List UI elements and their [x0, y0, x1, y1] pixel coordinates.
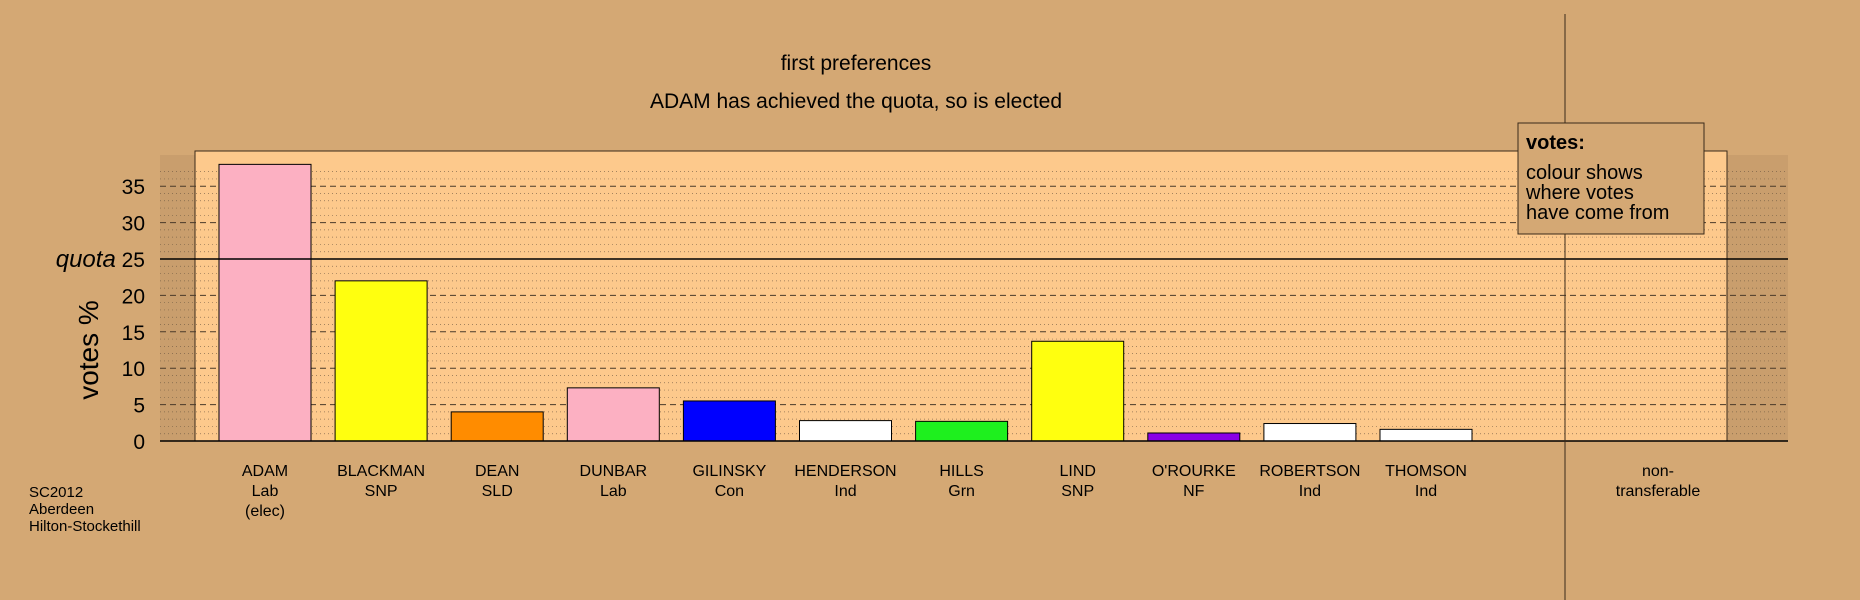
- footer-line-3: Hilton-Stockethill: [29, 518, 141, 535]
- category-label: SNP: [1061, 483, 1094, 500]
- chart-title: first preferences: [781, 52, 932, 75]
- category-label: ROBERTSON: [1259, 463, 1360, 480]
- y-tick-label: 10: [122, 358, 145, 381]
- category-label: LIND: [1059, 463, 1095, 480]
- legend-line-3: have come from: [1526, 202, 1669, 224]
- category-label: Lab: [252, 483, 279, 500]
- plot-side-left: [160, 155, 195, 441]
- bar-dean: [450, 411, 544, 442]
- category-label: Lab: [600, 483, 627, 500]
- bar-robertson: [1263, 423, 1357, 442]
- y-tick-label: 0: [133, 431, 145, 454]
- legend: votes: colour shows where votes have com…: [1517, 122, 1705, 235]
- plot-side-right: [1727, 155, 1788, 441]
- plot-area: [194, 150, 1728, 442]
- y-tick-label: 20: [122, 285, 145, 308]
- y-tick-label: 15: [122, 322, 145, 345]
- bar-thomson: [1379, 428, 1473, 442]
- bar-dunbar: [566, 387, 660, 442]
- category-label: Ind: [834, 483, 856, 500]
- y-tick-label: 35: [122, 176, 145, 199]
- category-label: O'ROURKE: [1152, 463, 1236, 480]
- y-tick-label: 5: [133, 395, 145, 418]
- bar-gilinsky: [682, 400, 776, 442]
- bar-hills: [915, 420, 1009, 442]
- bar-blackman: [334, 280, 428, 442]
- category-label: Ind: [1415, 483, 1437, 500]
- legend-line-2: where votes: [1525, 182, 1634, 204]
- bar-adam: [218, 163, 312, 442]
- category-label: HENDERSON: [794, 463, 896, 480]
- nontransferable-label: non-: [1642, 463, 1674, 480]
- footer-line-1: SC2012: [29, 484, 83, 501]
- category-label: SNP: [365, 483, 398, 500]
- bar-henderson: [799, 420, 892, 442]
- legend-title: votes:: [1526, 132, 1585, 154]
- footer-line-2: Aberdeen: [29, 501, 94, 518]
- legend-line-1: colour shows: [1526, 162, 1643, 184]
- chart-subtitle: ADAM has achieved the quota, so is elect…: [650, 90, 1062, 113]
- category-label: HILLS: [939, 463, 983, 480]
- y-axis-label: votes %: [73, 300, 104, 400]
- nontransferable-label: transferable: [1616, 483, 1701, 500]
- category-label: Grn: [948, 483, 975, 500]
- category-label: GILINSKY: [692, 463, 766, 480]
- y-tick-label-quota: quota 25: [56, 246, 145, 273]
- category-label: THOMSON: [1385, 463, 1467, 480]
- category-label: BLACKMAN: [337, 463, 425, 480]
- y-tick-label: 30: [122, 213, 145, 236]
- category-label: Con: [715, 483, 744, 500]
- category-label: ADAM: [242, 463, 288, 480]
- category-label: DEAN: [475, 463, 519, 480]
- category-label: Ind: [1299, 483, 1321, 500]
- category-label: (elec): [245, 503, 285, 520]
- category-label: NF: [1183, 483, 1205, 500]
- footer: SC2012 Aberdeen Hilton-Stockethill: [29, 484, 141, 535]
- category-label: DUNBAR: [580, 463, 648, 480]
- bar-lind: [1031, 340, 1125, 442]
- bar-orourke: [1147, 432, 1241, 442]
- legend-box: [1517, 122, 1705, 235]
- category-label: SLD: [482, 483, 513, 500]
